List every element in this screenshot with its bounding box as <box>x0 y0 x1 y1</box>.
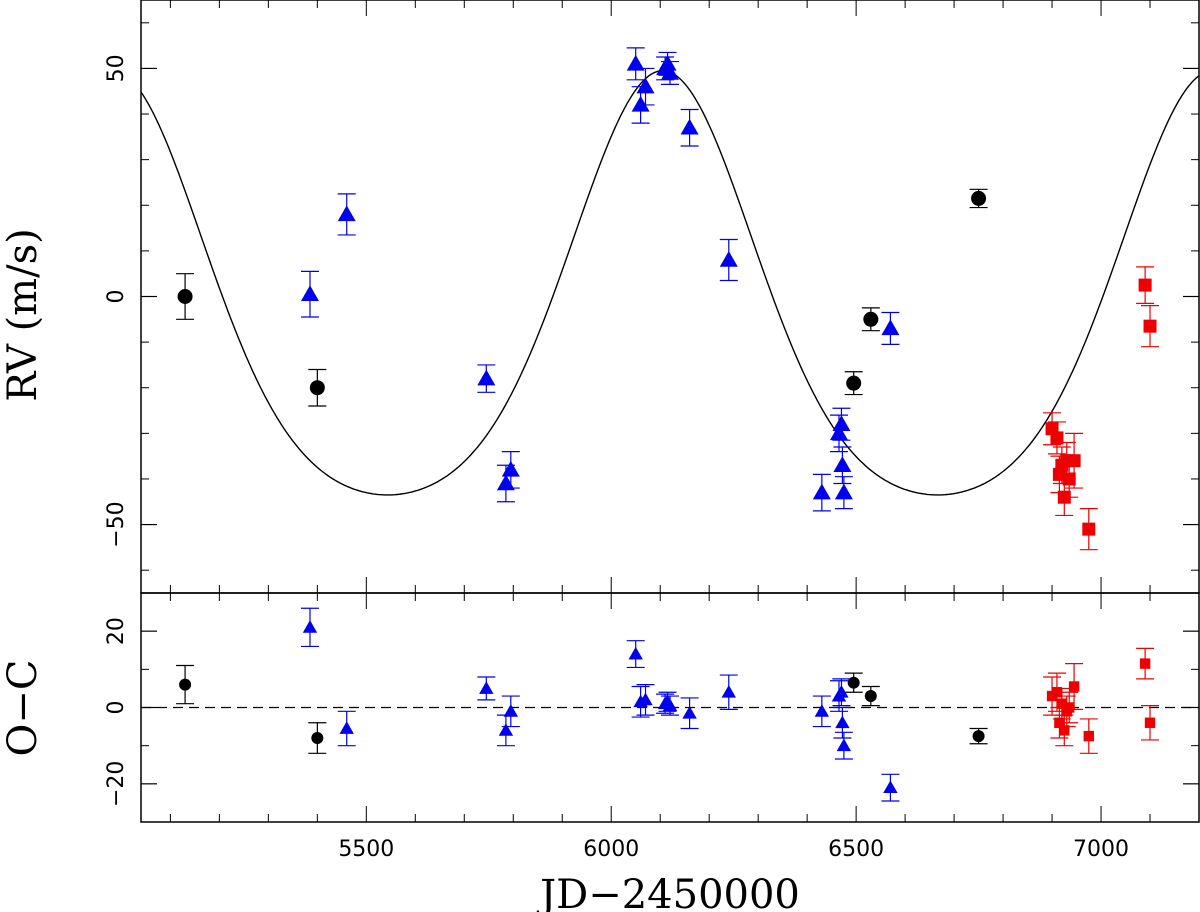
data-point-triangle <box>829 424 848 441</box>
data-point-square <box>1138 278 1152 292</box>
data-point-triangle <box>721 685 736 698</box>
data-point-triangle <box>834 483 853 500</box>
data-point-circle <box>847 676 860 689</box>
data-point-triangle <box>719 251 738 267</box>
x-tick-label: 7000 <box>1073 837 1129 862</box>
oc-ytick-label: −20 <box>104 761 129 807</box>
x-tick-label: 6000 <box>583 837 639 862</box>
data-point-circle <box>863 311 879 327</box>
oc-series-red-squares <box>1043 647 1160 754</box>
x-tick-label: 6500 <box>828 837 884 862</box>
rv-series-black-circles <box>176 188 988 407</box>
data-point-triangle <box>812 483 831 500</box>
data-point-triangle <box>835 715 850 729</box>
data-point-square <box>1056 698 1068 709</box>
data-point-triangle <box>834 685 849 698</box>
data-point-square <box>1050 431 1064 445</box>
data-point-triangle <box>638 692 653 706</box>
x-tick-label: 5500 <box>338 837 394 862</box>
data-point-square <box>1059 725 1070 736</box>
data-point-square <box>1068 681 1080 692</box>
data-point-triangle <box>477 369 496 386</box>
data-point-triangle <box>661 63 679 80</box>
data-point-triangle <box>628 646 643 660</box>
data-point-circle <box>177 289 193 304</box>
data-point-triangle <box>662 698 678 711</box>
data-point-circle <box>846 375 862 391</box>
data-point-square <box>1051 687 1063 698</box>
oc-axis-title: O−C <box>0 660 46 757</box>
rv-ytick-label: 0 <box>104 290 129 304</box>
data-point-triangle <box>479 681 494 694</box>
data-point-triangle <box>503 704 519 717</box>
oc-series-blue-triangles <box>300 607 900 802</box>
data-point-circle <box>972 730 985 743</box>
data-point-circle <box>179 678 192 691</box>
data-point-triangle <box>682 706 697 719</box>
data-point-triangle <box>300 285 319 301</box>
data-point-triangle <box>626 54 645 71</box>
x-axis-title: JD−2450000 <box>536 872 800 912</box>
data-point-triangle <box>836 738 852 752</box>
data-point-square <box>1063 702 1075 713</box>
data-point-triangle <box>302 620 318 633</box>
data-point-square <box>1083 730 1094 742</box>
data-point-triangle <box>631 95 650 112</box>
rv-axis-title: RV (m/s) <box>0 228 46 401</box>
oc-panel: −20 0 20 <box>104 592 1200 823</box>
data-point-triangle <box>680 118 699 135</box>
data-point-square <box>1139 658 1151 669</box>
data-point-square <box>1062 472 1076 486</box>
rv-ytick-label: 50 <box>104 54 129 82</box>
data-point-square <box>1143 319 1157 333</box>
data-point-triangle <box>337 205 356 222</box>
data-point-circle <box>309 380 325 396</box>
data-point-square <box>1144 717 1156 728</box>
data-point-triangle <box>498 723 514 736</box>
oc-ytick-label: 0 <box>104 701 129 715</box>
data-point-square <box>1054 717 1065 728</box>
data-point-triangle <box>339 721 354 734</box>
oc-ytick-label: 20 <box>104 617 129 645</box>
data-point-triangle <box>883 780 898 794</box>
rv-frame <box>140 0 1200 594</box>
rv-series-blue-triangles <box>300 47 900 512</box>
oc-plot-area <box>141 607 1199 802</box>
data-point-circle <box>864 690 877 703</box>
data-point-circle <box>971 190 987 206</box>
model-curve <box>141 69 1199 496</box>
data-point-triangle <box>658 54 677 71</box>
data-point-circle <box>311 732 324 745</box>
data-point-square <box>1082 522 1096 536</box>
data-point-triangle <box>833 456 852 473</box>
data-point-triangle <box>636 77 655 94</box>
oc-series-black-circles <box>176 664 988 754</box>
data-point-square <box>1067 454 1081 468</box>
rv-series-red-squares <box>1043 266 1160 551</box>
data-point-triangle <box>832 415 851 431</box>
data-point-triangle <box>501 460 520 477</box>
x-axis: 5500 6000 6500 7000 <box>338 837 1129 862</box>
rv-ytick-label: −50 <box>104 501 129 547</box>
rv-plot-area <box>141 47 1199 551</box>
rv-panel: −50 0 50 <box>104 0 1200 594</box>
data-point-triangle <box>814 704 830 717</box>
data-point-triangle <box>881 319 900 336</box>
